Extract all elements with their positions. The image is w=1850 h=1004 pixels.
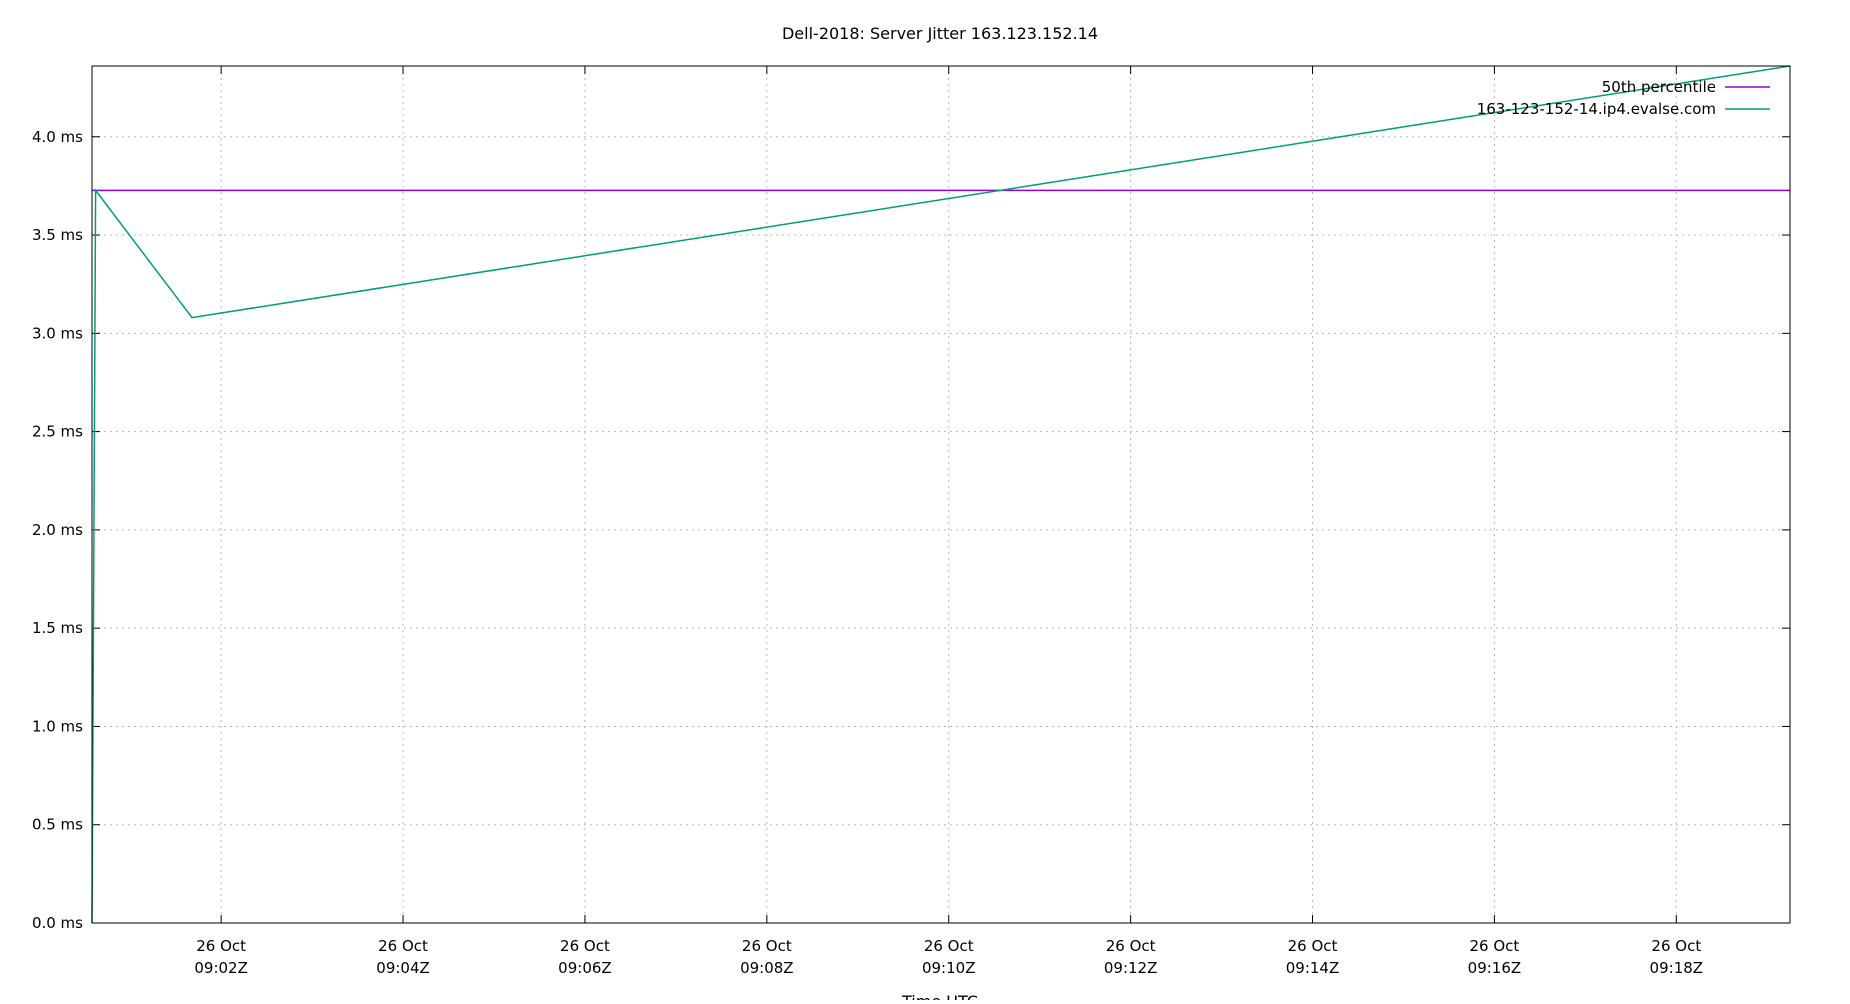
legend-label-0: 50th percentile (1602, 78, 1716, 96)
y-tick-label: 2.5 ms (32, 423, 83, 441)
x-tick-time: 09:18Z (1650, 959, 1704, 977)
x-tick-date: 26 Oct (742, 937, 792, 955)
y-tick-labels: 0.0 ms 0.5 ms 1.0 ms 1.5 ms 2.0 ms 2.5 ms 3.0 … (32, 128, 83, 932)
x-tick-date: 26 Oct (560, 937, 610, 955)
x-tick-date: 26 Oct (196, 937, 246, 955)
plot-frame (91, 65, 1791, 924)
x-tick-time: 09:02Z (194, 959, 248, 977)
x-tick-time: 09:06Z (558, 959, 612, 977)
x-tick-time: 09:04Z (376, 959, 430, 977)
x-tick-date: 26 Oct (924, 937, 974, 955)
y-tick-label: 3.5 ms (32, 226, 83, 244)
x-axis-title: Time UTC (901, 992, 978, 1000)
x-tick-date: 26 Oct (1106, 937, 1156, 955)
legend: 50th percentile 163-123-152-14.ip4.evalse… (1477, 78, 1770, 118)
x-tick-time: 09:08Z (740, 959, 794, 977)
series-lines (91, 65, 1791, 924)
x-tick-time: 09:16Z (1468, 959, 1522, 977)
x-tick-date: 26 Oct (1470, 937, 1520, 955)
series-line-1 (91, 65, 1791, 924)
chart-title: Dell-2018: Server Jitter 163.123.152.14 (782, 24, 1098, 43)
x-tick-date: 26 Oct (1651, 937, 1701, 955)
legend-label-1: 163-123-152-14.ip4.evalse.com (1477, 100, 1716, 118)
y-tick-label: 0.0 ms (32, 914, 83, 932)
y-tick-label: 2.0 ms (32, 521, 83, 539)
x-tick-labels: 26 Oct 09:02Z 26 Oct 09:04Z 26 Oct 09:06Z 26 O… (194, 937, 1703, 977)
y-tick-label: 0.5 ms (32, 816, 83, 834)
x-tick-date: 26 Oct (1288, 937, 1338, 955)
y-tick-label: 3.0 ms (32, 324, 83, 342)
axis-ticks (92, 66, 1790, 924)
y-tick-label: 1.0 ms (32, 717, 83, 735)
y-tick-label: 1.5 ms (32, 619, 83, 637)
x-tick-time: 09:14Z (1286, 959, 1340, 977)
y-tick-label: 4.0 ms (32, 128, 83, 146)
x-tick-time: 09:12Z (1104, 959, 1158, 977)
grid-lines (92, 66, 1790, 923)
x-tick-date: 26 Oct (378, 937, 428, 955)
x-tick-time: 09:10Z (922, 959, 976, 977)
